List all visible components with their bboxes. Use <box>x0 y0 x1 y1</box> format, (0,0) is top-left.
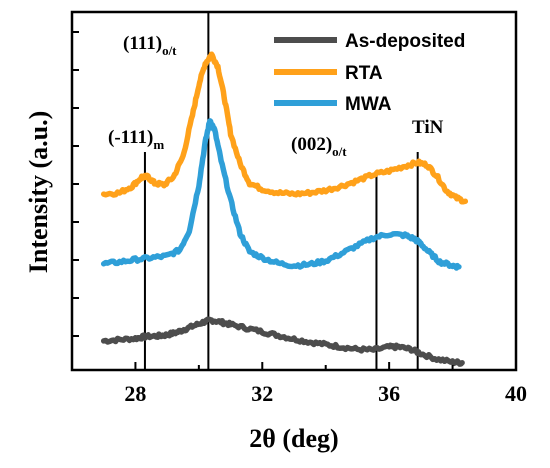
x-tick-label: 40 <box>505 381 527 406</box>
reference-label: (111)o/t <box>123 33 177 58</box>
series-line-rta <box>100 51 469 205</box>
x-tick-label: 32 <box>251 381 273 406</box>
y-axis-title: Intensity (a.u.) <box>24 111 53 274</box>
x-axis-title: 2θ (deg) <box>249 424 338 453</box>
legend-label: RTA <box>345 63 383 84</box>
legend-label: MWA <box>345 94 392 115</box>
series-line-mwa <box>100 118 462 271</box>
legend: As-deposited RTA MWA <box>274 31 465 115</box>
x-tick-label: 36 <box>378 381 400 406</box>
axis-ticks: 28 32 36 40 <box>72 31 527 406</box>
series-line-as-deposited <box>100 316 465 367</box>
reference-label: (-111)m <box>108 127 164 152</box>
x-tick-label: 28 <box>124 381 146 406</box>
series-layer <box>100 51 469 367</box>
reference-label: (002)o/t <box>291 134 347 159</box>
reference-label: TiN <box>412 117 444 138</box>
reference-labels: (-111)m (111)o/t (002)o/t TiN <box>108 33 444 159</box>
legend-label: As-deposited <box>345 31 465 52</box>
plot-frame <box>70 10 518 372</box>
